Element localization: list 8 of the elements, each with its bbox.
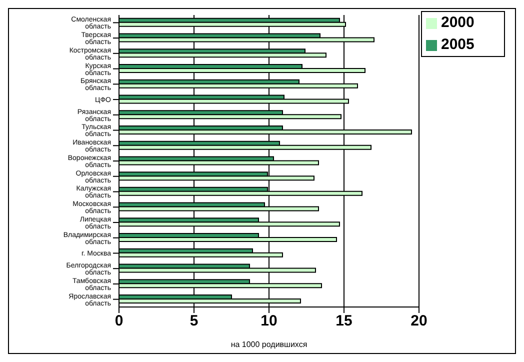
x-tick-label: 15 xyxy=(336,312,352,330)
x-tick-label: 5 xyxy=(190,312,198,330)
legend-label: 2000 xyxy=(441,14,474,31)
x-tick-label: 0 xyxy=(114,312,124,330)
x-tick-label: 20 xyxy=(410,312,428,330)
legend-label: 2005 xyxy=(441,36,474,53)
x-tick-label: 10 xyxy=(260,312,278,330)
x-axis-title: на 1000 родившихся xyxy=(230,340,308,349)
